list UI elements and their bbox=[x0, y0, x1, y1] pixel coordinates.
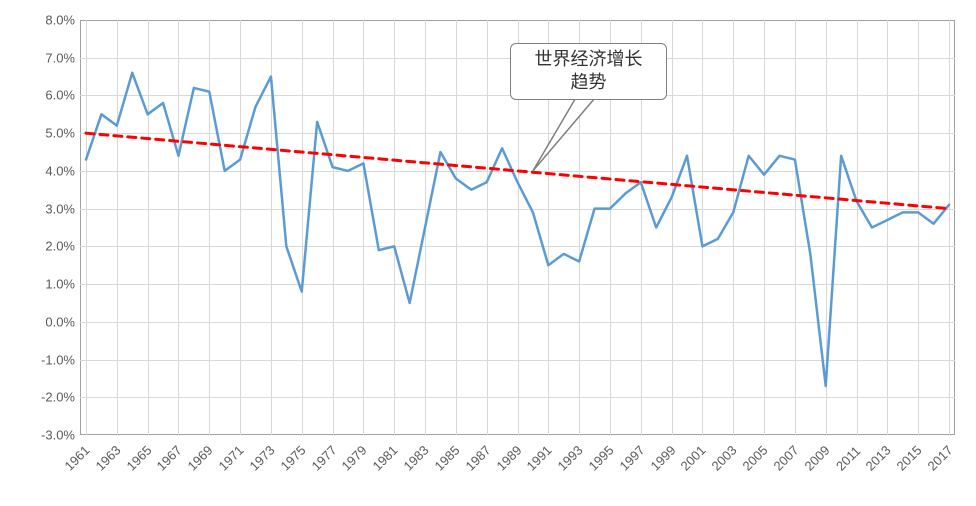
y-tick-label: -1.0% bbox=[30, 352, 75, 367]
x-tick-label: 1977 bbox=[308, 443, 339, 474]
x-tick-label: 1993 bbox=[555, 443, 586, 474]
x-tick-label: 1961 bbox=[62, 443, 93, 474]
y-tick-label: 7.0% bbox=[30, 50, 75, 65]
x-tick-label: 1981 bbox=[370, 443, 401, 474]
x-tick-label: 2005 bbox=[740, 443, 771, 474]
x-tick-label: 1987 bbox=[462, 443, 493, 474]
trend-callout: 世界经济增长 趋势 bbox=[510, 43, 667, 100]
x-tick-label: 1979 bbox=[339, 443, 370, 474]
x-tick-label: 1999 bbox=[647, 443, 678, 474]
x-tick-label: 1971 bbox=[216, 443, 247, 474]
x-tick-label: 2017 bbox=[925, 443, 956, 474]
x-tick-label: 2001 bbox=[678, 443, 709, 474]
x-tick-label: 1985 bbox=[431, 443, 462, 474]
x-tick-label: 2011 bbox=[833, 443, 863, 473]
y-tick-label: 8.0% bbox=[30, 13, 75, 28]
y-tick-label: 6.0% bbox=[30, 88, 75, 103]
x-tick-label: 1975 bbox=[277, 443, 308, 474]
x-tick-label: 1983 bbox=[401, 443, 432, 474]
y-tick-label: 0.0% bbox=[30, 314, 75, 329]
y-tick-label: -2.0% bbox=[30, 390, 75, 405]
x-tick-label: 1991 bbox=[524, 443, 555, 474]
x-tick-label: 1963 bbox=[92, 443, 123, 474]
callout-line2: 趋势 bbox=[571, 72, 607, 92]
x-tick-label: 1969 bbox=[185, 443, 216, 474]
y-tick-label: 4.0% bbox=[30, 163, 75, 178]
x-tick-label: 1997 bbox=[616, 443, 647, 474]
x-tick-label: 1995 bbox=[585, 443, 616, 474]
y-tick-label: 2.0% bbox=[30, 239, 75, 254]
callout-line1: 世界经济增长 bbox=[535, 49, 643, 69]
x-tick-label: 2013 bbox=[863, 443, 894, 474]
y-tick-label: 1.0% bbox=[30, 277, 75, 292]
x-tick-label: 1989 bbox=[493, 443, 524, 474]
y-tick-label: 5.0% bbox=[30, 126, 75, 141]
x-tick-label: 2009 bbox=[801, 443, 832, 474]
x-tick-label: 2003 bbox=[709, 443, 740, 474]
chart-container: -3.0% -2.0% -1.0% 0.0% 1.0% 2.0% 3.0% 4.0% 5.0% 6… bbox=[0, 0, 976, 506]
x-tick-label: 2015 bbox=[894, 443, 925, 474]
x-tick-label: 2007 bbox=[770, 443, 801, 474]
x-tick-label: 1973 bbox=[246, 443, 277, 474]
y-tick-label: -3.0% bbox=[30, 428, 75, 443]
y-tick-label: 3.0% bbox=[30, 201, 75, 216]
x-tick-label: 1965 bbox=[123, 443, 154, 474]
x-tick-label: 1967 bbox=[154, 443, 185, 474]
